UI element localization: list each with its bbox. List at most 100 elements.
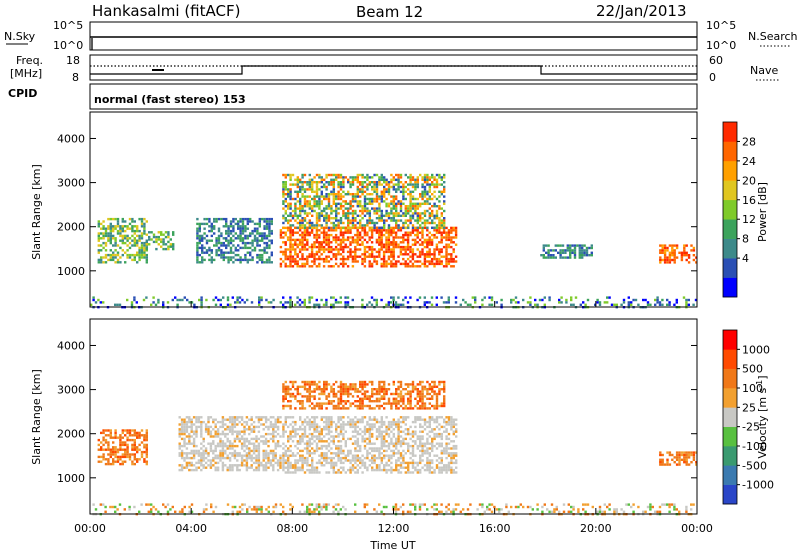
range-gate-cell — [387, 262, 391, 266]
range-gate-cell — [354, 449, 357, 453]
range-gate-cell — [303, 200, 307, 203]
range-gate-cell — [301, 456, 304, 460]
range-gate-cell — [354, 253, 357, 256]
range-gate-cell — [419, 214, 422, 217]
range-gate-cell — [363, 224, 367, 227]
range-gate-cell — [416, 178, 419, 181]
range-gate-cell — [349, 255, 352, 258]
range-gate-cell — [119, 441, 122, 444]
range-gate-cell — [363, 456, 367, 460]
range-gate-cell — [347, 212, 350, 215]
range-gate-cell — [366, 466, 369, 469]
range-gate-cell — [332, 248, 335, 251]
range-gate-cell — [390, 226, 393, 230]
range-gate-cell — [399, 461, 403, 465]
range-gate-cell — [342, 407, 345, 410]
range-gate-cell — [109, 227, 112, 230]
range-gate-cell — [311, 416, 314, 419]
range-gate-cell — [452, 260, 455, 263]
range-gate-cell — [414, 238, 417, 242]
range-gate-cell — [299, 212, 302, 215]
range-gate-cell — [395, 212, 398, 215]
range-gate-cell — [404, 452, 407, 455]
range-gate-cell — [440, 452, 443, 455]
range-gate-cell — [428, 420, 431, 424]
range-gate-cell — [269, 452, 273, 455]
range-gate-cell — [225, 251, 228, 254]
range-gate-cell — [198, 253, 201, 257]
range-gate-cell — [212, 435, 215, 438]
range-gate-cell — [431, 173, 434, 177]
range-gate-cell — [112, 436, 115, 439]
range-gate-cell — [303, 385, 307, 388]
range-gate-cell — [335, 435, 338, 438]
range-gate-cell — [450, 238, 453, 242]
range-gate-cell — [318, 214, 321, 217]
range-gate-cell — [268, 225, 271, 228]
range-gate-cell — [299, 418, 302, 421]
range-gate-cell — [383, 444, 386, 448]
range-gate-cell — [426, 250, 429, 254]
range-gate-cell — [252, 425, 256, 429]
range-gate-cell — [428, 253, 431, 256]
range-gate-cell — [366, 193, 369, 196]
range-gate-cell — [406, 257, 410, 261]
range-gate-cell — [387, 181, 391, 184]
clutter-cell — [675, 298, 678, 302]
range-gate-cell — [315, 253, 319, 256]
range-gate-cell — [426, 442, 429, 445]
range-gate-cell — [443, 418, 446, 421]
range-gate-cell — [257, 425, 261, 429]
range-gate-cell — [419, 444, 422, 448]
range-gate-cell — [390, 466, 393, 469]
range-gate-cell — [392, 243, 395, 246]
range-gate-cell — [148, 238, 151, 241]
range-gate-cell — [244, 246, 247, 250]
range-gate-cell — [240, 437, 244, 441]
range-gate-cell — [246, 261, 249, 264]
range-gate-cell — [339, 248, 343, 251]
range-gate-cell — [426, 178, 429, 181]
range-gate-cell — [195, 435, 198, 438]
range-gate-cell — [299, 437, 302, 441]
range-gate-cell — [380, 233, 383, 237]
range-gate-cell — [380, 440, 383, 443]
clutter-cell — [310, 296, 314, 299]
colorbar-segment — [723, 238, 737, 259]
range-gate-cell — [366, 241, 369, 244]
range-gate-cell — [287, 221, 290, 225]
range-gate-cell — [227, 244, 230, 247]
range-gate-cell — [213, 227, 216, 230]
range-gate-cell — [291, 217, 295, 220]
range-gate-cell — [375, 428, 379, 431]
range-gate-cell — [264, 454, 268, 457]
range-gate-cell — [411, 238, 415, 242]
range-gate-cell — [226, 456, 229, 460]
range-gate-cell — [440, 432, 443, 436]
range-gate-cell — [399, 454, 403, 457]
range-gate-cell — [306, 449, 309, 453]
clutter-cell — [303, 301, 306, 304]
range-gate-cell — [289, 236, 292, 239]
range-gate-cell — [416, 265, 419, 268]
range-gate-cell — [450, 466, 453, 469]
clutter-cell — [238, 296, 242, 299]
range-gate-cell — [428, 197, 431, 201]
range-gate-cell — [347, 207, 350, 210]
range-gate-cell — [212, 420, 215, 424]
range-gate-cell — [311, 207, 314, 210]
clutter-cell — [212, 298, 215, 302]
range-gate-cell — [435, 214, 439, 217]
range-gate-cell — [351, 238, 355, 242]
range-gate-cell — [337, 459, 340, 462]
range-gate-cell — [407, 468, 410, 472]
range-gate-cell — [407, 400, 410, 403]
range-gate-cell — [301, 395, 304, 398]
range-gate-cell — [549, 254, 553, 257]
range-gate-cell — [378, 181, 381, 184]
range-gate-cell — [270, 261, 273, 264]
range-gate-cell — [249, 232, 252, 235]
range-gate-cell — [342, 435, 345, 438]
range-gate-cell — [294, 260, 297, 263]
range-gate-cell — [258, 253, 261, 257]
